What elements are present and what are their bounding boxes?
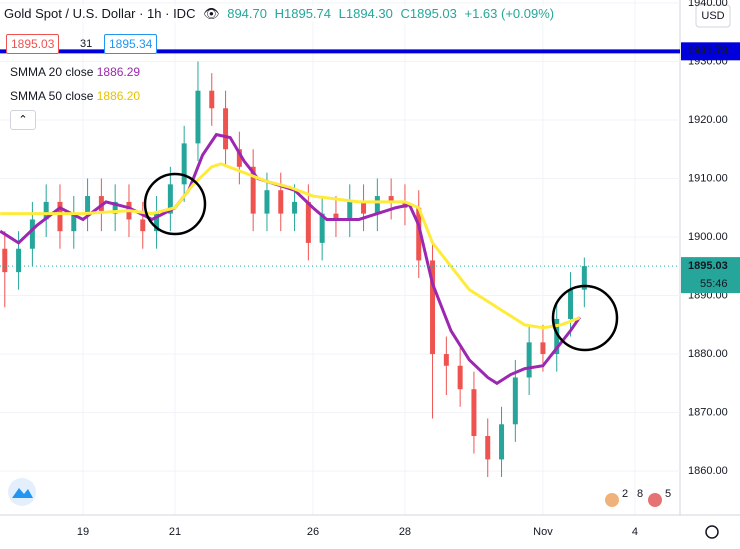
y-tick-label: 1940.00 bbox=[688, 0, 728, 9]
currency-box[interactable] bbox=[695, 4, 731, 28]
header: Gold Spot / U.S. Dollar · 1h · IDC 👁 894… bbox=[4, 6, 559, 22]
candle-body bbox=[540, 342, 546, 355]
legend-item: SMMA 20 close 1886.29 bbox=[10, 65, 140, 79]
candle-body bbox=[29, 219, 35, 249]
candle-body bbox=[388, 196, 394, 202]
open: 894.70 bbox=[227, 6, 267, 21]
candle-body bbox=[2, 248, 8, 273]
candle-body bbox=[512, 377, 518, 425]
price-label: 1895.03 bbox=[688, 260, 728, 272]
plot bbox=[0, 0, 680, 515]
candle-body bbox=[430, 260, 436, 355]
x-tick-label: Nov bbox=[533, 526, 553, 538]
logo-mark bbox=[12, 488, 33, 498]
event-icon[interactable] bbox=[648, 493, 662, 507]
candle-body bbox=[250, 166, 256, 214]
candle-body bbox=[347, 201, 353, 220]
y-tick-label: 1860.00 bbox=[688, 465, 728, 477]
legend-name: SMMA 20 close bbox=[10, 65, 94, 79]
candle-body bbox=[526, 342, 532, 378]
candle-body bbox=[443, 354, 449, 366]
candle-body bbox=[292, 201, 298, 214]
smma-line bbox=[0, 162, 581, 330]
high: H1895.74 bbox=[274, 6, 331, 21]
candle-body bbox=[140, 219, 146, 232]
candle-body bbox=[305, 201, 311, 243]
event-count: 2 bbox=[622, 488, 628, 500]
close: C1895.03 bbox=[400, 6, 457, 21]
settings-icon[interactable] bbox=[705, 525, 719, 539]
candle-body bbox=[416, 207, 422, 261]
candle-body bbox=[154, 213, 160, 232]
candle-body bbox=[85, 196, 91, 214]
candle-body bbox=[554, 318, 560, 355]
candle-body bbox=[568, 289, 574, 319]
candle-body bbox=[236, 149, 242, 167]
x-tick-label: 21 bbox=[169, 526, 181, 538]
y-tick-label: 1920.00 bbox=[688, 114, 728, 126]
legend-value: 1886.20 bbox=[96, 89, 141, 103]
event-count: 5 bbox=[665, 488, 671, 500]
legend-name: SMMA 50 close bbox=[10, 89, 94, 103]
x-tick-label: 28 bbox=[399, 526, 411, 538]
candle-body bbox=[278, 190, 284, 214]
legend-value: 1886.29 bbox=[96, 65, 141, 79]
candle-body bbox=[209, 90, 215, 109]
annotation-circle bbox=[143, 172, 207, 236]
buy-button[interactable]: 1895.34 bbox=[104, 34, 158, 54]
candle-body bbox=[195, 90, 201, 144]
candle-body bbox=[16, 248, 22, 273]
eye-icon[interactable]: 👁 bbox=[203, 6, 220, 21]
candle-body bbox=[319, 213, 325, 243]
candle-body bbox=[43, 201, 49, 220]
x-tick-label: 19 bbox=[77, 526, 89, 538]
candle-body bbox=[374, 196, 380, 214]
sell-button[interactable]: 1895.03 bbox=[6, 34, 60, 54]
smma-line bbox=[0, 132, 581, 386]
candle-body bbox=[71, 213, 77, 232]
legend-item: SMMA 50 close 1886.20 bbox=[10, 89, 140, 103]
candle-body bbox=[264, 190, 270, 214]
candle-body bbox=[333, 213, 339, 220]
countdown: 55:46 bbox=[700, 278, 728, 290]
currency: USD bbox=[701, 10, 724, 22]
candle-body bbox=[471, 389, 477, 436]
candle-body bbox=[57, 201, 63, 232]
event-count: 8 bbox=[637, 488, 643, 500]
x-tick-label: 26 bbox=[307, 526, 319, 538]
candle-body bbox=[457, 365, 463, 390]
spread: 31 bbox=[80, 38, 93, 50]
candle-body bbox=[581, 266, 587, 290]
candle-body bbox=[361, 201, 367, 214]
candle-body bbox=[167, 184, 173, 214]
price-label-box bbox=[681, 257, 740, 294]
candle-body bbox=[499, 424, 505, 460]
x-tick-label: 4 bbox=[632, 526, 638, 538]
symbol[interactable]: Gold Spot / U.S. Dollar · 1h · IDC bbox=[4, 6, 196, 21]
price-label: 1931.73 bbox=[688, 45, 728, 57]
y-tick-label: 1900.00 bbox=[688, 231, 728, 243]
change: +1.63 (+0.09%) bbox=[464, 6, 555, 21]
low: L1894.30 bbox=[338, 6, 393, 21]
collapse-button[interactable]: ⌃ bbox=[10, 110, 36, 130]
candle-body bbox=[181, 143, 187, 185]
price-label-box bbox=[681, 42, 740, 61]
event-icon[interactable] bbox=[605, 493, 619, 507]
candle-body bbox=[223, 108, 229, 150]
y-tick-label: 1870.00 bbox=[688, 406, 728, 418]
y-tick-label: 1880.00 bbox=[688, 348, 728, 360]
candle-body bbox=[485, 435, 491, 460]
annotation-circle bbox=[551, 284, 619, 352]
y-tick-label: 1910.00 bbox=[688, 172, 728, 184]
candle-body bbox=[112, 201, 118, 214]
